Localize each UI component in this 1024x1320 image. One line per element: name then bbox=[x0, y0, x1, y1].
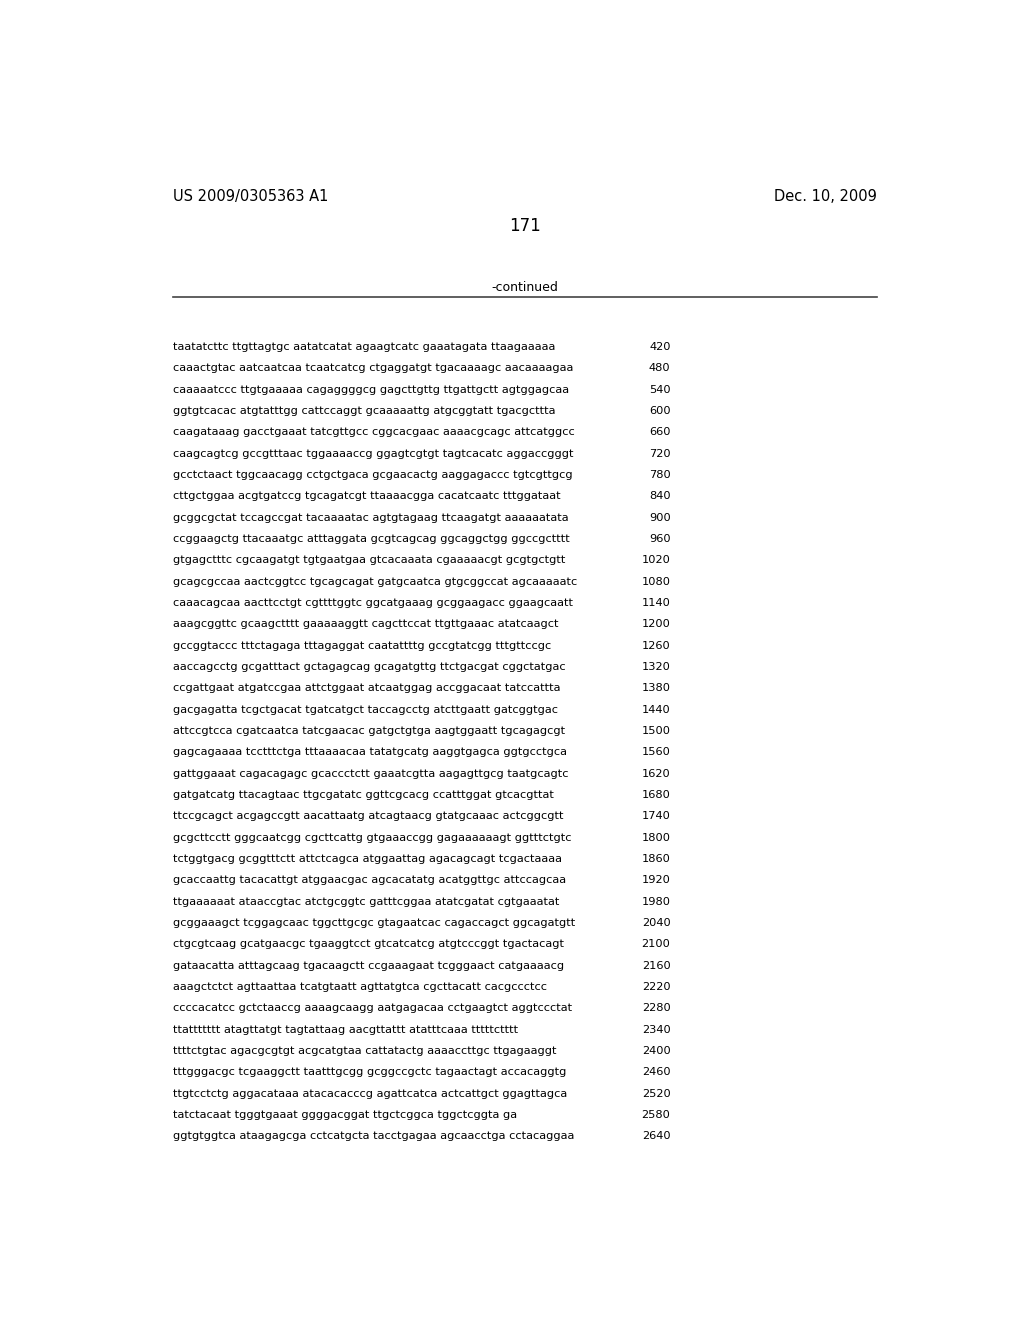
Text: gcggaaagct tcggagcaac tggcttgcgc gtagaatcac cagaccagct ggcagatgtt: gcggaaagct tcggagcaac tggcttgcgc gtagaat… bbox=[173, 917, 575, 928]
Text: 1260: 1260 bbox=[642, 640, 671, 651]
Text: ttgtcctctg aggacataaa atacacacccg agattcatca actcattgct ggagttagca: ttgtcctctg aggacataaa atacacacccg agattc… bbox=[173, 1089, 567, 1098]
Text: 960: 960 bbox=[649, 535, 671, 544]
Text: -continued: -continued bbox=[492, 281, 558, 294]
Text: 1500: 1500 bbox=[641, 726, 671, 737]
Text: caaacagcaa aacttcctgt cgttttggtc ggcatgaaag gcggaagacc ggaagcaatt: caaacagcaa aacttcctgt cgttttggtc ggcatga… bbox=[173, 598, 573, 609]
Text: ttttctgtac agacgcgtgt acgcatgtaa cattatactg aaaaccttgc ttgagaaggt: ttttctgtac agacgcgtgt acgcatgtaa cattata… bbox=[173, 1045, 556, 1056]
Text: 1380: 1380 bbox=[641, 684, 671, 693]
Text: US 2009/0305363 A1: US 2009/0305363 A1 bbox=[173, 189, 329, 205]
Text: 1020: 1020 bbox=[642, 556, 671, 565]
Text: ttattttttt atagttatgt tagtattaag aacgttattt atatttcaaa tttttctttt: ttattttttt atagttatgt tagtattaag aacgtta… bbox=[173, 1024, 518, 1035]
Text: 720: 720 bbox=[649, 449, 671, 458]
Text: 1620: 1620 bbox=[642, 768, 671, 779]
Text: 780: 780 bbox=[649, 470, 671, 480]
Text: ggtgtggtca ataagagcga cctcatgcta tacctgagaa agcaacctga cctacaggaa: ggtgtggtca ataagagcga cctcatgcta tacctga… bbox=[173, 1131, 574, 1142]
Text: ccgattgaat atgatccgaa attctggaat atcaatggag accggacaat tatccattta: ccgattgaat atgatccgaa attctggaat atcaatg… bbox=[173, 684, 560, 693]
Text: ttgaaaaaat ataaccgtac atctgcggtc gatttcggaa atatcgatat cgtgaaatat: ttgaaaaaat ataaccgtac atctgcggtc gatttcg… bbox=[173, 896, 559, 907]
Text: aaagcggttc gcaagctttt gaaaaaggtt cagcttccat ttgttgaaac atatcaagct: aaagcggttc gcaagctttt gaaaaaggtt cagcttc… bbox=[173, 619, 558, 630]
Text: caagcagtcg gccgtttaac tggaaaaccg ggagtcgtgt tagtcacatc aggaccgggt: caagcagtcg gccgtttaac tggaaaaccg ggagtcg… bbox=[173, 449, 573, 458]
Text: 1740: 1740 bbox=[642, 812, 671, 821]
Text: tttgggacgc tcgaaggctt taatttgcgg gcggccgctc tagaactagt accacaggtg: tttgggacgc tcgaaggctt taatttgcgg gcggccg… bbox=[173, 1068, 566, 1077]
Text: gataacatta atttagcaag tgacaagctt ccgaaagaat tcgggaact catgaaaacg: gataacatta atttagcaag tgacaagctt ccgaaag… bbox=[173, 961, 564, 970]
Text: 1080: 1080 bbox=[641, 577, 671, 586]
Text: ggtgtcacac atgtatttgg cattccaggt gcaaaaattg atgcggtatt tgacgcttta: ggtgtcacac atgtatttgg cattccaggt gcaaaaa… bbox=[173, 407, 555, 416]
Text: gattggaaat cagacagagc gcaccctctt gaaatcgtta aagagttgcg taatgcagtc: gattggaaat cagacagagc gcaccctctt gaaatcg… bbox=[173, 768, 568, 779]
Text: cttgctggaa acgtgatccg tgcagatcgt ttaaaacgga cacatcaatc tttggataat: cttgctggaa acgtgatccg tgcagatcgt ttaaaac… bbox=[173, 491, 560, 502]
Text: tctggtgacg gcggtttctt attctcagca atggaattag agacagcagt tcgactaaaa: tctggtgacg gcggtttctt attctcagca atggaat… bbox=[173, 854, 562, 865]
Text: 2460: 2460 bbox=[642, 1068, 671, 1077]
Text: 2400: 2400 bbox=[642, 1045, 671, 1056]
Text: gcagcgccaa aactcggtcc tgcagcagat gatgcaatca gtgcggccat agcaaaaatc: gcagcgccaa aactcggtcc tgcagcagat gatgcaa… bbox=[173, 577, 578, 586]
Text: 2340: 2340 bbox=[642, 1024, 671, 1035]
Text: 1980: 1980 bbox=[641, 896, 671, 907]
Text: 1560: 1560 bbox=[642, 747, 671, 758]
Text: ctgcgtcaag gcatgaacgc tgaaggtcct gtcatcatcg atgtcccggt tgactacagt: ctgcgtcaag gcatgaacgc tgaaggtcct gtcatca… bbox=[173, 940, 564, 949]
Text: 1440: 1440 bbox=[642, 705, 671, 714]
Text: gacgagatta tcgctgacat tgatcatgct taccagcctg atcttgaatt gatcggtgac: gacgagatta tcgctgacat tgatcatgct taccagc… bbox=[173, 705, 558, 714]
Text: gatgatcatg ttacagtaac ttgcgatatc ggttcgcacg ccatttggat gtcacgttat: gatgatcatg ttacagtaac ttgcgatatc ggttcgc… bbox=[173, 789, 554, 800]
Text: aaccagcctg gcgatttact gctagagcag gcagatgttg ttctgacgat cggctatgac: aaccagcctg gcgatttact gctagagcag gcagatg… bbox=[173, 663, 565, 672]
Text: 900: 900 bbox=[649, 512, 671, 523]
Text: 2580: 2580 bbox=[642, 1110, 671, 1119]
Text: taatatcttc ttgttagtgc aatatcatat agaagtcatc gaaatagata ttaagaaaaa: taatatcttc ttgttagtgc aatatcatat agaagtc… bbox=[173, 342, 555, 352]
Text: gcgcttcctt gggcaatcgg cgcttcattg gtgaaaccgg gagaaaaaagt ggtttctgtc: gcgcttcctt gggcaatcgg cgcttcattg gtgaaac… bbox=[173, 833, 571, 842]
Text: gcctctaact tggcaacagg cctgctgaca gcgaacactg aaggagaccc tgtcgttgcg: gcctctaact tggcaacagg cctgctgaca gcgaaca… bbox=[173, 470, 572, 480]
Text: gtgagctttc cgcaagatgt tgtgaatgaa gtcacaaata cgaaaaacgt gcgtgctgtt: gtgagctttc cgcaagatgt tgtgaatgaa gtcacaa… bbox=[173, 556, 565, 565]
Text: caaactgtac aatcaatcaa tcaatcatcg ctgaggatgt tgacaaaagc aacaaaagaa: caaactgtac aatcaatcaa tcaatcatcg ctgagga… bbox=[173, 363, 573, 374]
Text: attccgtcca cgatcaatca tatcgaacac gatgctgtga aagtggaatt tgcagagcgt: attccgtcca cgatcaatca tatcgaacac gatgctg… bbox=[173, 726, 565, 737]
Text: 1920: 1920 bbox=[642, 875, 671, 886]
Text: 1200: 1200 bbox=[642, 619, 671, 630]
Text: 540: 540 bbox=[649, 384, 671, 395]
Text: 1860: 1860 bbox=[642, 854, 671, 865]
Text: ttccgcagct acgagccgtt aacattaatg atcagtaacg gtatgcaaac actcggcgtt: ttccgcagct acgagccgtt aacattaatg atcagta… bbox=[173, 812, 563, 821]
Text: gcaccaattg tacacattgt atggaacgac agcacatatg acatggttgc attccagcaa: gcaccaattg tacacattgt atggaacgac agcacat… bbox=[173, 875, 566, 886]
Text: 2220: 2220 bbox=[642, 982, 671, 991]
Text: 2640: 2640 bbox=[642, 1131, 671, 1142]
Text: 1320: 1320 bbox=[642, 663, 671, 672]
Text: gcggcgctat tccagccgat tacaaaatac agtgtagaag ttcaagatgt aaaaaatata: gcggcgctat tccagccgat tacaaaatac agtgtag… bbox=[173, 512, 568, 523]
Text: caaaaatccc ttgtgaaaaa cagaggggcg gagcttgttg ttgattgctt agtggagcaa: caaaaatccc ttgtgaaaaa cagaggggcg gagcttg… bbox=[173, 384, 569, 395]
Text: ccccacatcc gctctaaccg aaaagcaagg aatgagacaa cctgaagtct aggtccctat: ccccacatcc gctctaaccg aaaagcaagg aatgaga… bbox=[173, 1003, 572, 1014]
Text: 2280: 2280 bbox=[642, 1003, 671, 1014]
Text: 2100: 2100 bbox=[642, 940, 671, 949]
Text: 600: 600 bbox=[649, 407, 671, 416]
Text: 660: 660 bbox=[649, 428, 671, 437]
Text: ccggaagctg ttacaaatgc atttaggata gcgtcagcag ggcaggctgg ggccgctttt: ccggaagctg ttacaaatgc atttaggata gcgtcag… bbox=[173, 535, 569, 544]
Text: tatctacaat tgggtgaaat ggggacggat ttgctcggca tggctcggta ga: tatctacaat tgggtgaaat ggggacggat ttgctcg… bbox=[173, 1110, 517, 1119]
Text: 1140: 1140 bbox=[642, 598, 671, 609]
Text: 1680: 1680 bbox=[642, 789, 671, 800]
Text: caagataaag gacctgaaat tatcgttgcc cggcacgaac aaaacgcagc attcatggcc: caagataaag gacctgaaat tatcgttgcc cggcacg… bbox=[173, 428, 574, 437]
Text: gagcagaaaa tcctttctga tttaaaacaa tatatgcatg aaggtgagca ggtgcctgca: gagcagaaaa tcctttctga tttaaaacaa tatatgc… bbox=[173, 747, 567, 758]
Text: Dec. 10, 2009: Dec. 10, 2009 bbox=[774, 189, 877, 205]
Text: 2040: 2040 bbox=[642, 917, 671, 928]
Text: 840: 840 bbox=[649, 491, 671, 502]
Text: 171: 171 bbox=[509, 218, 541, 235]
Text: 480: 480 bbox=[649, 363, 671, 374]
Text: aaagctctct agttaattaa tcatgtaatt agttatgtca cgcttacatt cacgccctcc: aaagctctct agttaattaa tcatgtaatt agttatg… bbox=[173, 982, 547, 991]
Text: gccggtaccc tttctagaga tttagaggat caatattttg gccgtatcgg tttgttccgc: gccggtaccc tttctagaga tttagaggat caatatt… bbox=[173, 640, 551, 651]
Text: 420: 420 bbox=[649, 342, 671, 352]
Text: 2160: 2160 bbox=[642, 961, 671, 970]
Text: 1800: 1800 bbox=[641, 833, 671, 842]
Text: 2520: 2520 bbox=[642, 1089, 671, 1098]
